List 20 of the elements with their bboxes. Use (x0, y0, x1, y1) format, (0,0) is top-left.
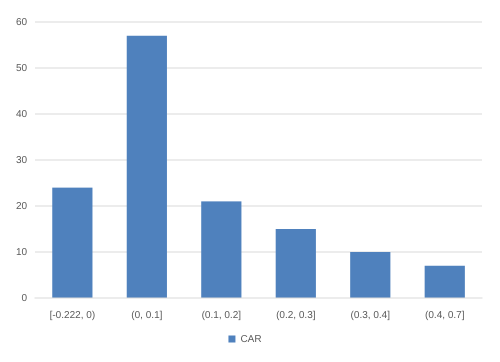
y-tick-label: 60 (16, 16, 28, 28)
bar (276, 229, 316, 298)
bar (350, 252, 390, 298)
y-tick-label: 30 (16, 154, 28, 166)
bar (126, 36, 167, 298)
y-tick-label: 0 (22, 292, 28, 304)
bar (424, 266, 465, 298)
x-tick-label: (0.2, 0.3] (276, 310, 316, 321)
x-tick-label: (0.1, 0.2] (202, 310, 242, 321)
x-tick-label: [-0.222, 0) (50, 310, 96, 321)
x-tick-label: (0.4, 0.7] (425, 310, 465, 321)
legend-label: CAR (240, 334, 262, 345)
bar (201, 201, 242, 298)
x-tick-label: (0, 0.1] (131, 310, 163, 321)
y-tick-label: 40 (16, 108, 28, 120)
bar (52, 188, 92, 298)
y-tick-label: 10 (16, 246, 28, 258)
y-tick-label: 50 (16, 62, 28, 74)
x-tick-label: (0.3, 0.4] (350, 310, 390, 321)
y-tick-label: 20 (16, 200, 28, 212)
